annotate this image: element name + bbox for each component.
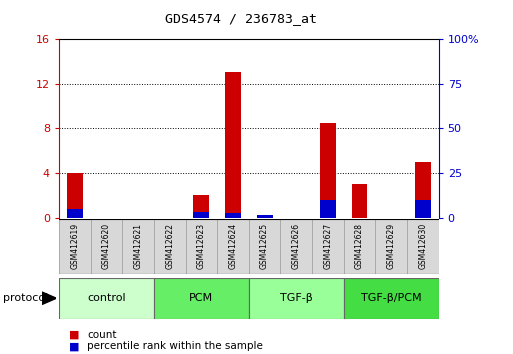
Bar bbox=[122, 219, 154, 274]
Text: TGF-β: TGF-β bbox=[280, 293, 312, 303]
Text: GSM412628: GSM412628 bbox=[355, 223, 364, 269]
Text: GDS4574 / 236783_at: GDS4574 / 236783_at bbox=[165, 12, 317, 25]
Text: percentile rank within the sample: percentile rank within the sample bbox=[87, 341, 263, 351]
Bar bbox=[193, 195, 209, 218]
Bar bbox=[59, 278, 154, 319]
Text: ■: ■ bbox=[69, 330, 80, 339]
Text: GSM412622: GSM412622 bbox=[165, 223, 174, 269]
Text: PCM: PCM bbox=[189, 293, 213, 303]
Text: GSM412623: GSM412623 bbox=[197, 223, 206, 269]
Bar bbox=[344, 278, 439, 319]
Bar bbox=[256, 215, 272, 218]
Bar bbox=[344, 219, 376, 274]
Bar bbox=[415, 200, 431, 218]
Bar bbox=[376, 219, 407, 274]
Bar bbox=[91, 219, 122, 274]
Bar bbox=[281, 219, 312, 274]
Text: count: count bbox=[87, 330, 117, 339]
Text: GSM412619: GSM412619 bbox=[70, 223, 80, 269]
Text: TGF-β/PCM: TGF-β/PCM bbox=[361, 293, 422, 303]
Text: GSM412621: GSM412621 bbox=[133, 223, 143, 269]
Bar bbox=[154, 219, 186, 274]
Text: ■: ■ bbox=[69, 341, 80, 351]
Text: GSM412625: GSM412625 bbox=[260, 223, 269, 269]
Bar bbox=[351, 184, 367, 218]
Text: control: control bbox=[87, 293, 126, 303]
Text: GSM412627: GSM412627 bbox=[323, 223, 332, 269]
Bar bbox=[320, 200, 336, 218]
Bar bbox=[249, 219, 281, 274]
Bar bbox=[225, 213, 241, 218]
Bar bbox=[217, 219, 249, 274]
Bar bbox=[415, 162, 431, 218]
Bar bbox=[225, 73, 241, 218]
Bar bbox=[312, 219, 344, 274]
Text: GSM412626: GSM412626 bbox=[292, 223, 301, 269]
Bar bbox=[59, 219, 91, 274]
Text: GSM412624: GSM412624 bbox=[228, 223, 238, 269]
Text: GSM412620: GSM412620 bbox=[102, 223, 111, 269]
Text: GSM412630: GSM412630 bbox=[418, 223, 427, 269]
Bar bbox=[320, 123, 336, 218]
Text: GSM412629: GSM412629 bbox=[387, 223, 396, 269]
Bar bbox=[249, 278, 344, 319]
Bar bbox=[67, 209, 83, 218]
Bar bbox=[407, 219, 439, 274]
Polygon shape bbox=[42, 292, 56, 304]
Text: protocol: protocol bbox=[3, 293, 48, 303]
Bar bbox=[186, 219, 217, 274]
Bar bbox=[154, 278, 249, 319]
Bar bbox=[193, 212, 209, 218]
Bar bbox=[67, 173, 83, 218]
